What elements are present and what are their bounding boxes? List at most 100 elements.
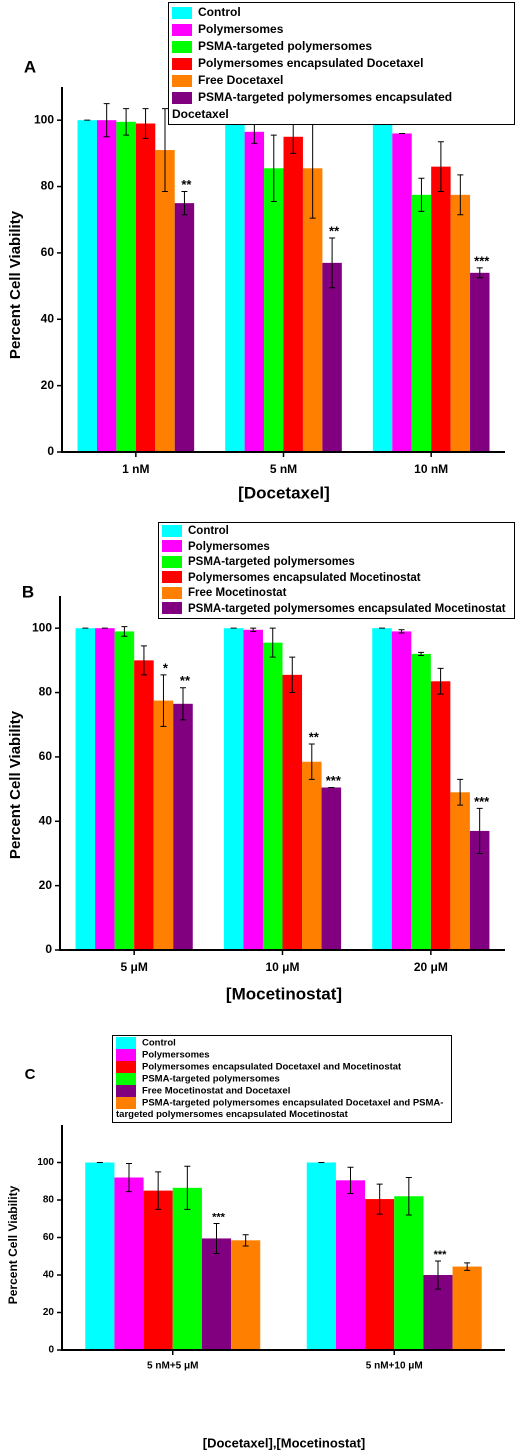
bar	[75, 628, 96, 950]
significance-label: **	[181, 177, 192, 192]
legend-entry: PSMA-targeted polymersomes	[116, 1073, 448, 1086]
legend-label: Free Mocetinostat and Docetaxel	[142, 1085, 291, 1097]
bar	[321, 787, 342, 950]
legend-swatch	[172, 23, 192, 36]
error-bar	[250, 627, 257, 632]
bar	[372, 120, 393, 452]
legend-swatch	[162, 586, 182, 599]
y-tick-label: 0	[47, 444, 54, 458]
bar	[155, 150, 175, 452]
error-bar	[213, 1222, 220, 1254]
bar	[116, 121, 136, 452]
error-bar	[103, 103, 110, 138]
bar	[365, 1199, 395, 1350]
error-bar	[123, 108, 130, 136]
legend-swatch	[172, 91, 192, 104]
bar	[225, 120, 245, 452]
error-bar	[181, 191, 188, 216]
significance-label: **	[309, 729, 320, 744]
bar	[450, 194, 471, 452]
legend-entry: PSMA-targeted polymersomes	[162, 555, 511, 571]
legend-label: Polymersomes encapsulated Mocetinostat	[188, 571, 421, 584]
bar	[391, 631, 412, 950]
bar	[153, 700, 174, 950]
error-bar	[398, 629, 405, 634]
bar	[306, 1162, 336, 1350]
legend-label: Free Docetaxel	[198, 73, 284, 87]
bar	[282, 674, 303, 950]
legend-label: Polymersomes encapsulated Docetaxel	[198, 56, 424, 70]
x-tick-label: 5 nM+10 μM	[366, 1361, 423, 1372]
bar	[392, 133, 412, 453]
error-bar	[476, 807, 483, 854]
bar	[470, 272, 490, 452]
legend-entry: PSMA-targeted polymersomes encapsulated …	[172, 89, 511, 123]
legend-label: Control	[188, 525, 229, 537]
y-tick-label: 60	[41, 245, 55, 259]
error-bar	[347, 1166, 354, 1194]
legend-label: PSMA-targeted polymersomes encapsulated …	[116, 1097, 444, 1121]
significance-label: ***	[212, 1211, 226, 1223]
bar	[411, 653, 431, 950]
legend-swatch	[116, 1097, 136, 1110]
error-bar	[160, 674, 167, 727]
bar	[173, 703, 193, 950]
x-tick-label: 20 μM	[414, 960, 448, 974]
legend-label: Polymersomes encapsulated Docetaxel and …	[142, 1061, 402, 1073]
legend-swatch	[116, 1073, 136, 1086]
error-bar	[437, 667, 444, 695]
x-tick-label: 10 nM	[414, 462, 448, 476]
legend-entry: PSMA-targeted polymersomes	[172, 38, 511, 55]
legend-entry: Polymersomes encapsulated Mocetinostat	[162, 571, 511, 587]
x-tick-label: 5 μM	[120, 960, 147, 974]
error-bar	[376, 1183, 383, 1215]
y-tick-label: 100	[34, 112, 54, 126]
y-tick-label: 20	[39, 878, 53, 892]
x-tick-label: 1 nM	[122, 462, 149, 476]
legend-label: PSMA-targeted polymersomes encapsulated …	[188, 602, 506, 615]
legend-entry: PSMA-targeted polymersomes encapsulated …	[162, 602, 511, 618]
significance-label: ***	[326, 773, 342, 788]
y-axis-label: Percent Cell Viability	[7, 710, 24, 859]
bar	[452, 1266, 482, 1350]
error-bar	[476, 267, 483, 279]
y-tick-label: 100	[32, 620, 52, 634]
legend-swatch	[162, 540, 182, 553]
panel-label: B	[22, 582, 34, 601]
error-bar	[126, 1162, 133, 1193]
legend-swatch	[116, 1061, 136, 1074]
axes	[61, 1125, 505, 1351]
legend-label: Control	[198, 5, 241, 19]
legend-label: Free Mocetinostat	[188, 587, 287, 599]
bar	[283, 136, 303, 453]
x-tick-label: 5 nM	[270, 462, 297, 476]
error-bar	[242, 1234, 249, 1247]
legend-swatch	[116, 1049, 136, 1062]
error-bar	[270, 134, 277, 202]
error-bar	[405, 1177, 412, 1216]
y-axis-label: Percent Cell Viability	[7, 210, 24, 359]
bar	[244, 131, 265, 452]
bar	[114, 1177, 144, 1350]
error-bar	[437, 141, 444, 193]
legend-swatch	[172, 6, 192, 19]
legend-label: PSMA-targeted polymersomes	[198, 39, 373, 53]
y-tick-label: 80	[39, 685, 53, 699]
y-tick-label: 60	[43, 1232, 55, 1243]
bar	[322, 262, 342, 452]
legend-swatch	[116, 1085, 136, 1098]
axes	[61, 87, 505, 453]
bar	[302, 168, 323, 452]
legend-swatch	[116, 1037, 136, 1049]
bar	[95, 628, 115, 950]
bar	[143, 1190, 173, 1350]
axes	[59, 596, 505, 951]
x-axis-label: [Docetaxel],[Mocetinostat]	[203, 1435, 366, 1450]
bar	[302, 761, 322, 950]
legend-entry: Polymersomes	[172, 21, 511, 38]
legend-label: Polymersomes	[142, 1049, 210, 1061]
bar	[114, 631, 135, 950]
legend-swatch	[162, 524, 182, 537]
